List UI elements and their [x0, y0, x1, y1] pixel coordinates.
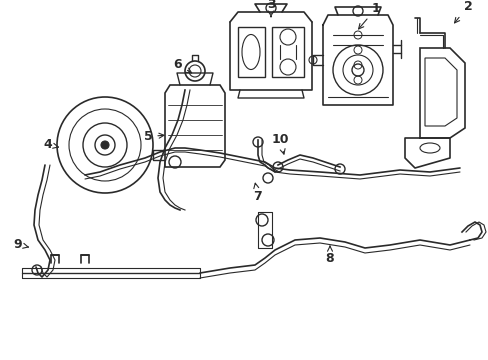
Text: 5: 5 — [143, 130, 163, 143]
Text: 1: 1 — [358, 2, 380, 29]
Text: 9: 9 — [14, 238, 28, 251]
Text: 8: 8 — [325, 246, 334, 265]
Text: 4: 4 — [43, 138, 58, 151]
Text: 6: 6 — [173, 58, 191, 73]
Circle shape — [101, 141, 109, 149]
Text: 10: 10 — [271, 133, 288, 154]
Text: 7: 7 — [253, 183, 262, 203]
Text: 2: 2 — [454, 0, 471, 23]
Text: 3: 3 — [266, 0, 275, 17]
